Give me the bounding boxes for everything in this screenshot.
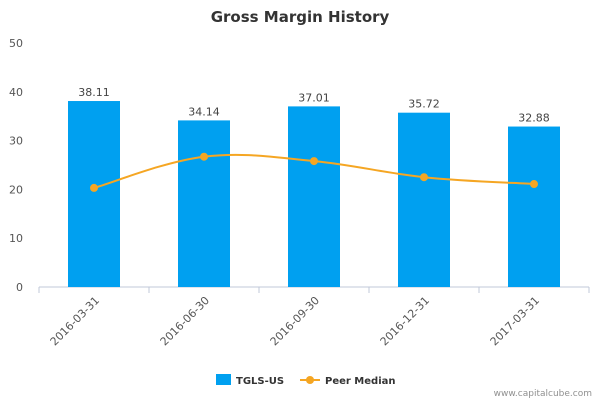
x-axis: 2016-03-31 2016-06-30 2016-09-30 2016-12-31…	[38, 286, 590, 348]
bar-data-label: 38.11	[78, 86, 110, 99]
legend-swatch-marker	[306, 376, 314, 384]
x-tick-label: 2016-09-30	[268, 294, 322, 348]
legend: TGLS-US Peer Median	[216, 374, 396, 387]
x-tick-label: 2016-03-31	[48, 294, 102, 348]
y-axis: 0 10 20 30 40 50	[9, 37, 23, 294]
y-tick-label: 40	[9, 86, 23, 99]
legend-swatch-bars	[216, 374, 231, 385]
bar	[68, 101, 120, 288]
legend-label-bars: TGLS-US	[236, 376, 284, 387]
peer-median-point	[200, 152, 208, 161]
bar-data-label: 32.88	[518, 112, 550, 125]
y-tick-label: 30	[9, 135, 23, 148]
bar	[178, 120, 230, 288]
bar	[508, 126, 560, 288]
peer-median-point	[90, 183, 98, 192]
chart-title: Gross Margin History	[211, 8, 390, 26]
bar-series	[68, 101, 560, 288]
bar-data-label: 37.01	[298, 91, 330, 104]
legend-label-line: Peer Median	[325, 376, 396, 387]
bar-data-label: 35.72	[408, 98, 440, 111]
bar	[288, 106, 340, 287]
peer-median-point	[310, 157, 318, 166]
x-tick-label: 2016-06-30	[158, 294, 212, 348]
x-tick-label: 2016-12-31	[378, 294, 432, 348]
y-tick-label: 0	[16, 281, 23, 294]
x-tick-label: 2017-03-31	[488, 294, 542, 348]
y-tick-label: 10	[9, 232, 23, 245]
bar	[398, 112, 450, 287]
bar-data-label: 34.14	[188, 105, 220, 118]
credit-text: www.capitalcube.com	[494, 389, 592, 399]
peer-median-point	[420, 173, 428, 182]
y-tick-label: 20	[9, 183, 23, 196]
bar-data-labels: 38.11 34.14 37.01 35.72 32.88	[78, 86, 550, 125]
y-tick-label: 50	[9, 37, 23, 50]
line-series	[90, 152, 538, 192]
peer-median-point	[530, 180, 538, 189]
